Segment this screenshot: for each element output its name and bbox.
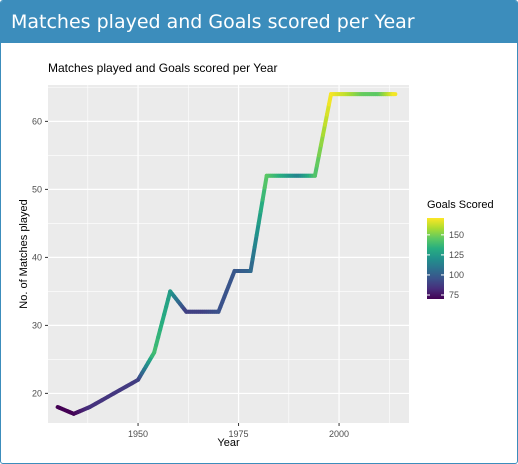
line-segment — [252, 233, 259, 250]
x-axis-label: Year — [217, 437, 240, 449]
box-header: Matches played and Goals scored per Year — [1, 1, 517, 43]
chart-title: Matches played and Goals scored per Year — [48, 61, 277, 75]
y-tick-label: 50 — [32, 184, 42, 194]
legend-title: Goals Scored — [427, 199, 494, 211]
x-tick-label: 1950 — [128, 429, 148, 439]
line-segment — [262, 173, 269, 190]
line-segment — [254, 221, 261, 238]
box-title: Matches played and Goals scored per Year — [11, 11, 415, 33]
line-segment — [256, 209, 263, 226]
line-segment — [248, 257, 255, 274]
plot-panel — [48, 85, 409, 423]
legend-colorbar — [427, 218, 444, 299]
line-segment — [258, 197, 265, 214]
legend-label: 75 — [449, 290, 459, 300]
y-tick-label: 20 — [32, 388, 42, 398]
y-axis-label: No. of Matches played — [18, 199, 30, 308]
line-segment — [250, 245, 257, 262]
y-tick-label: 40 — [32, 252, 42, 262]
line-chart: 1950 1975 2000 20 30 40 50 60 Matches played and… — [18, 61, 494, 449]
legend-label: 100 — [449, 270, 464, 280]
line-segment — [260, 185, 267, 202]
legend-label: 125 — [449, 250, 464, 260]
legend-label: 150 — [449, 230, 464, 240]
y-tick-label: 30 — [32, 320, 42, 330]
x-tick-label: 1975 — [229, 429, 249, 439]
y-tick-label: 60 — [32, 116, 42, 126]
x-tick-label: 2000 — [329, 429, 349, 439]
